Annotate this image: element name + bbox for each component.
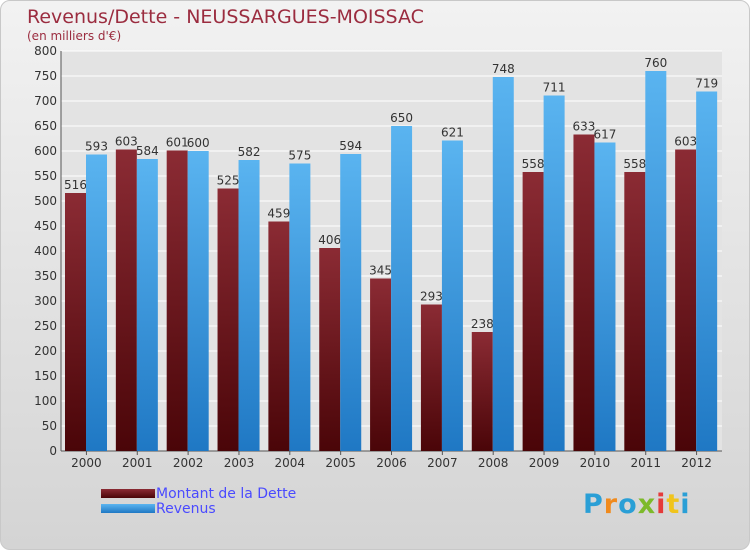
data-label-revenue: 719 — [695, 77, 718, 91]
data-label-debt: 238 — [471, 317, 494, 331]
x-tick-label: 2006 — [376, 456, 407, 470]
legend-swatch-debt — [101, 489, 155, 498]
bar-revenue — [187, 151, 209, 451]
x-tick-label: 2011 — [630, 456, 661, 470]
y-tick-label: 600 — [34, 144, 57, 158]
bar-debt — [522, 172, 544, 451]
bar-debt — [675, 149, 697, 451]
logo-letter: P — [583, 489, 604, 520]
legend-swatch-revenue — [101, 504, 155, 513]
data-label-revenue: 748 — [492, 62, 515, 76]
proxiti-logo: Proxiti — [583, 489, 691, 520]
chart-subtitle: (en milliers d'€) — [27, 29, 122, 43]
y-tick-label: 700 — [34, 94, 57, 108]
data-label-debt: 525 — [217, 174, 240, 188]
y-tick-label: 200 — [34, 344, 57, 358]
x-tick-label: 2002 — [173, 456, 204, 470]
y-tick-label: 400 — [34, 244, 57, 258]
bar-revenue — [136, 159, 158, 451]
bar-debt — [217, 188, 239, 451]
bar-debt — [573, 134, 595, 451]
bar-revenue — [238, 160, 260, 451]
legend-label-debt: Montant de la Dette — [156, 486, 297, 502]
bar-debt — [624, 172, 646, 451]
y-tick-label: 450 — [34, 219, 57, 233]
x-tick-label: 2003 — [224, 456, 255, 470]
bar-debt — [65, 193, 86, 451]
data-label-revenue: 594 — [339, 139, 362, 153]
data-label-debt: 406 — [318, 233, 341, 247]
data-label-debt: 516 — [64, 178, 87, 192]
data-label-revenue: 650 — [390, 111, 413, 125]
data-label-revenue: 575 — [288, 149, 311, 163]
data-label-debt: 293 — [420, 290, 443, 304]
bar-debt — [471, 332, 493, 451]
y-tick-label: 100 — [34, 394, 57, 408]
bar-debt — [420, 304, 442, 451]
y-tick-label: 500 — [34, 194, 57, 208]
bar-debt — [319, 248, 341, 451]
bar-revenue — [86, 154, 107, 451]
y-tick-label: 350 — [34, 269, 57, 283]
y-tick-label: 550 — [34, 169, 57, 183]
x-tick-label: 2004 — [275, 456, 306, 470]
x-tick-label: 2010 — [580, 456, 611, 470]
bar-chart: 0 50 100 150 200 250 300 350 400 450 500 550 600 650 7… — [34, 44, 722, 470]
bar-debt — [115, 149, 137, 451]
data-label-debt: 459 — [267, 207, 290, 221]
legend-label-revenue: Revenus — [156, 501, 216, 517]
bar-debt — [370, 278, 392, 451]
x-tick-label: 2005 — [325, 456, 356, 470]
data-label-debt: 603 — [674, 135, 697, 149]
data-label-revenue: 600 — [187, 136, 210, 150]
y-tick-label: 800 — [34, 44, 57, 58]
x-tick-label: 2009 — [529, 456, 560, 470]
data-label-debt: 558 — [623, 157, 646, 171]
y-tick-label: 650 — [34, 119, 57, 133]
data-label-debt: 558 — [522, 157, 545, 171]
x-tick-label: 2012 — [681, 456, 712, 470]
logo-letter: r — [603, 489, 619, 520]
data-label-revenue: 593 — [85, 140, 108, 154]
data-label-debt: 601 — [166, 136, 189, 150]
bar-revenue — [340, 154, 362, 451]
bar-revenue — [441, 140, 463, 451]
data-label-debt: 603 — [115, 135, 138, 149]
bar-revenue — [645, 71, 667, 451]
data-label-revenue: 582 — [238, 145, 261, 159]
y-tick-label: 300 — [34, 294, 57, 308]
y-tick-label: 50 — [42, 419, 57, 433]
logo-letter: o — [618, 489, 638, 520]
data-label-revenue: 584 — [136, 144, 159, 158]
y-tick-label: 150 — [34, 369, 57, 383]
bar-revenue — [391, 126, 413, 451]
bar-revenue — [594, 142, 616, 451]
logo-letter: i — [680, 489, 691, 520]
logo-letter: x — [637, 489, 657, 520]
data-label-revenue: 711 — [543, 81, 566, 95]
bar-debt — [166, 150, 188, 451]
bar-revenue — [492, 77, 514, 451]
logo-letter: i — [656, 489, 667, 520]
x-tick-label: 2007 — [427, 456, 458, 470]
chart-title: Revenus/Dette - NEUSSARGUES-MOISSAC — [27, 6, 424, 28]
data-label-revenue: 617 — [594, 128, 617, 142]
bar-revenue — [696, 91, 718, 451]
data-label-debt: 633 — [573, 120, 596, 134]
bar-revenue — [289, 163, 311, 451]
y-tick-label: 750 — [34, 69, 57, 83]
bar-debt — [268, 221, 290, 451]
y-tick-label: 250 — [34, 319, 57, 333]
data-label-revenue: 760 — [644, 56, 667, 70]
x-tick-label: 2000 — [71, 456, 102, 470]
x-tick-label: 2008 — [478, 456, 509, 470]
bar-revenue — [543, 95, 565, 451]
logo-letter: t — [666, 489, 681, 520]
data-label-debt: 345 — [369, 264, 392, 278]
data-label-revenue: 621 — [441, 126, 464, 140]
y-tick-label: 0 — [49, 444, 57, 458]
x-tick-label: 2001 — [122, 456, 153, 470]
